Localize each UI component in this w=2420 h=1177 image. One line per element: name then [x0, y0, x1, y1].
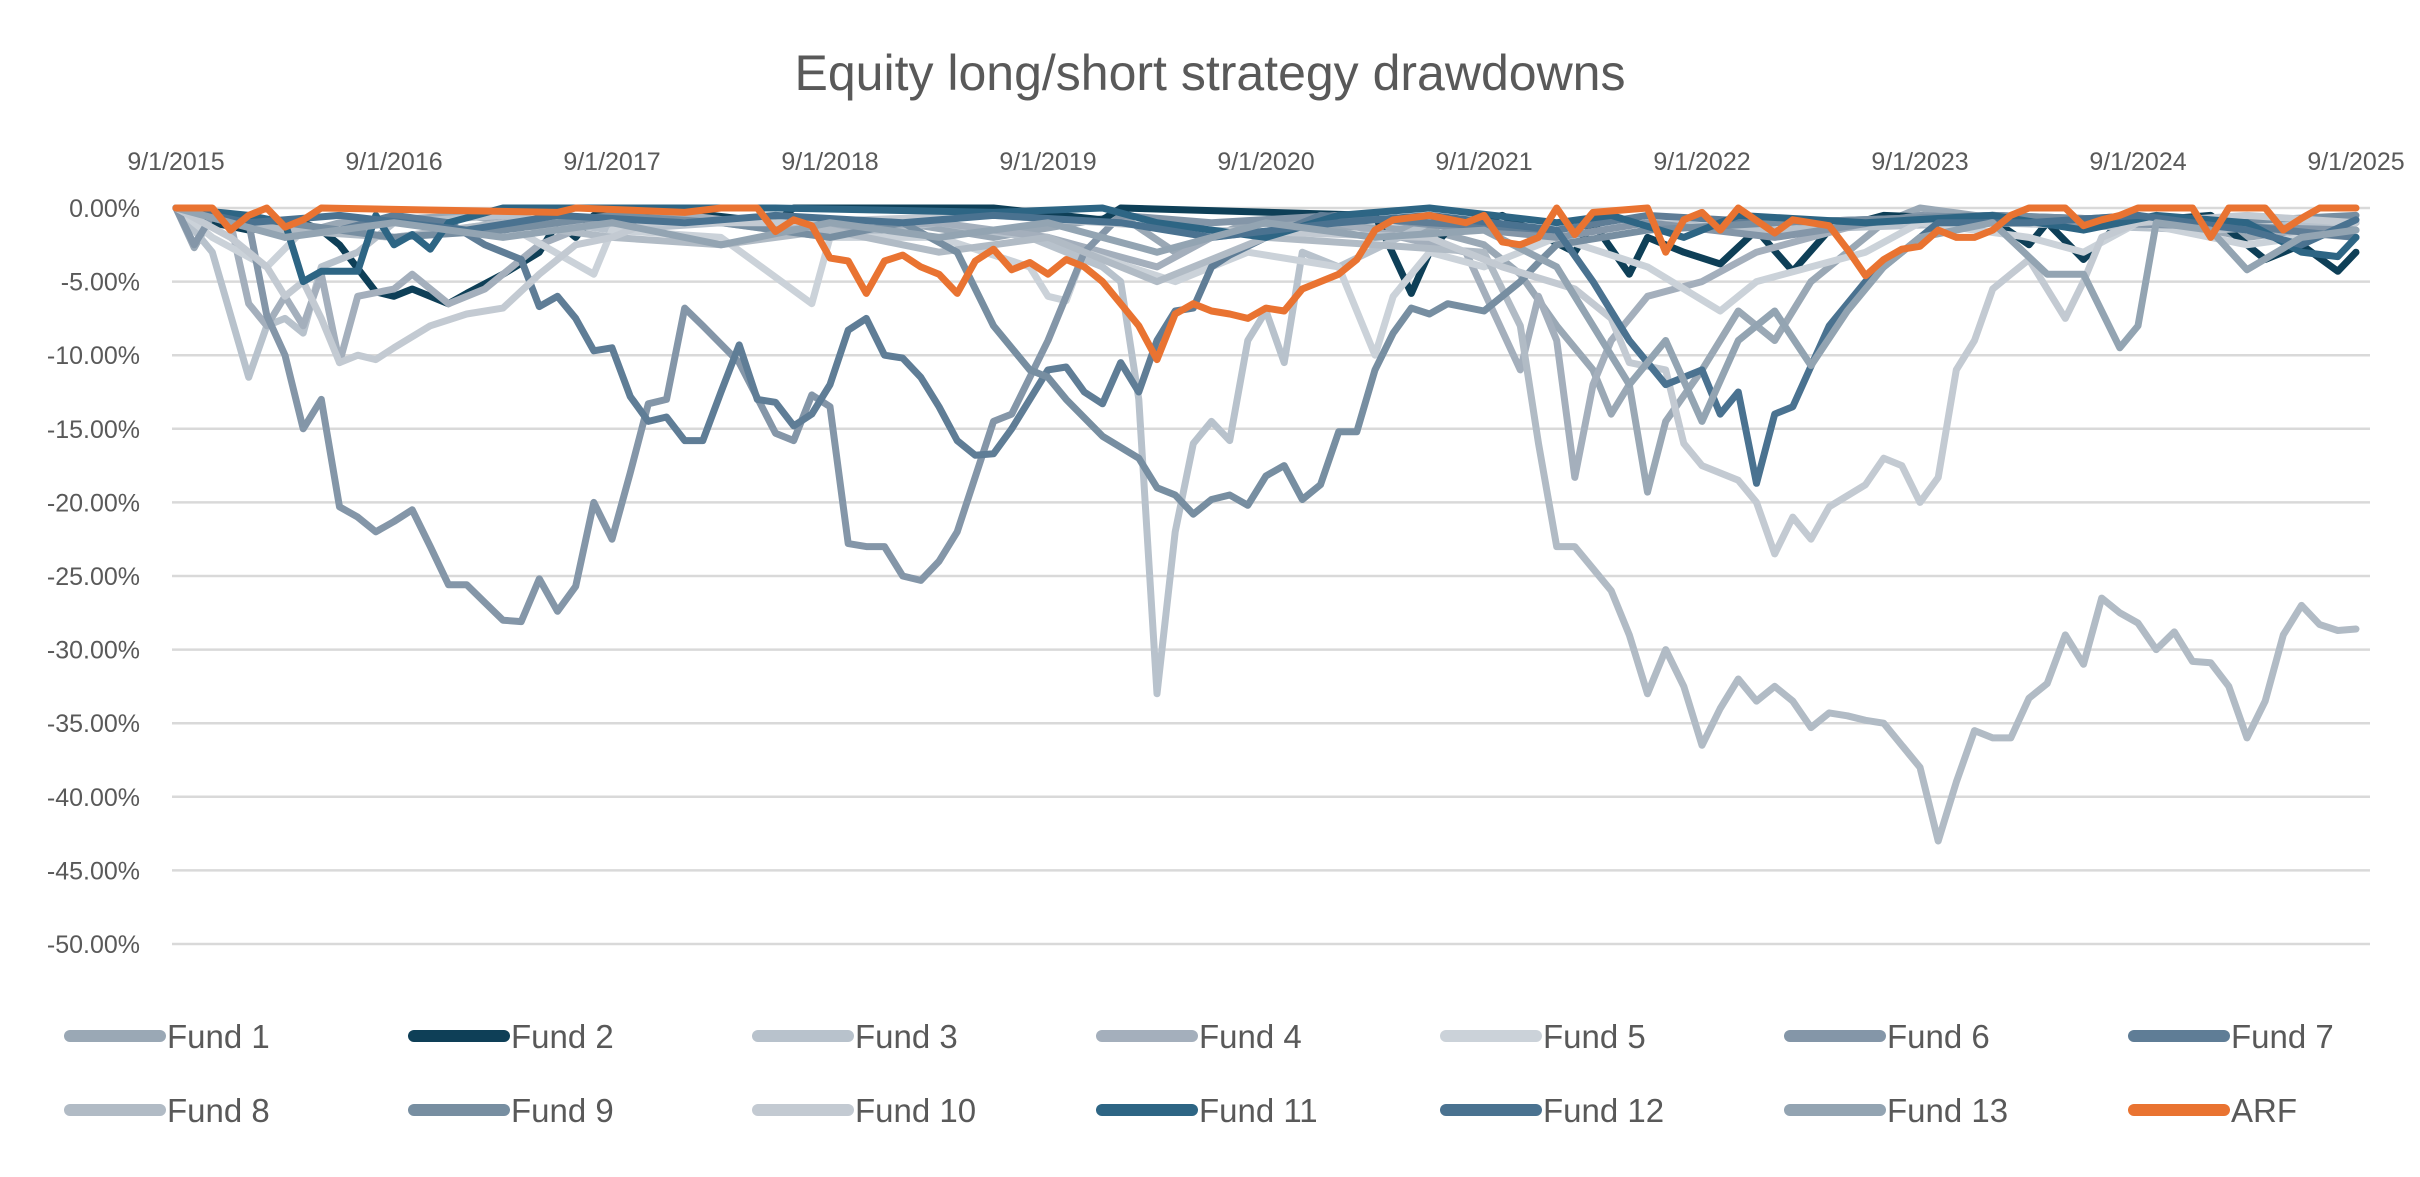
legend-label: Fund 3: [855, 1018, 958, 1055]
y-tick-label: -35.00%: [47, 710, 140, 738]
legend-label: Fund 2: [511, 1018, 614, 1055]
x-tick-label: 9/1/2024: [2089, 148, 2186, 176]
x-tick-label: 9/1/2025: [2307, 148, 2404, 176]
series-line-fund-6: [172, 204, 2360, 626]
legend-label: Fund 11: [1199, 1092, 1318, 1129]
legend-item: Fund 8: [64, 1092, 270, 1129]
x-tick-label: 9/1/2020: [1217, 148, 1314, 176]
legend-item: Fund 13: [1784, 1092, 2008, 1129]
legend-item: Fund 7: [2128, 1018, 2334, 1055]
legend-label: Fund 7: [2231, 1018, 2334, 1055]
y-axis-labels: 0.00% -5.00% -10.00% -15.00% -20.00% -25.00% -…: [47, 195, 140, 959]
series-line-fund-8: [172, 204, 2360, 845]
legend-item: Fund 4: [1096, 1018, 1302, 1055]
x-axis-labels: 9/1/2015 9/1/2016 9/1/2017 9/1/2018 9/1/2019…: [127, 148, 2404, 176]
y-tick-label: -15.00%: [47, 416, 140, 444]
x-tick-label: 9/1/2015: [127, 148, 224, 176]
x-tick-label: 9/1/2022: [1653, 148, 1750, 176]
chart-title: Equity long/short strategy drawdowns: [795, 45, 1626, 101]
legend-label: Fund 5: [1543, 1018, 1646, 1055]
x-tick-label: 9/1/2021: [1435, 148, 1532, 176]
legend-label: Fund 9: [511, 1092, 614, 1129]
y-tick-label: -10.00%: [47, 342, 140, 370]
legend-item: Fund 11: [1096, 1092, 1318, 1129]
x-tick-label: 9/1/2019: [999, 148, 1096, 176]
legend-item: ARF: [2128, 1092, 2297, 1129]
legend-item: Fund 2: [408, 1018, 614, 1055]
y-tick-label: -30.00%: [47, 637, 140, 665]
legend-item: Fund 1: [64, 1018, 270, 1055]
legend-label: Fund 8: [167, 1092, 270, 1129]
legend-item: Fund 10: [752, 1092, 976, 1129]
legend-label: Fund 13: [1887, 1092, 2008, 1129]
legend-label: Fund 1: [167, 1018, 270, 1055]
legend-item: Fund 6: [1784, 1018, 1990, 1055]
series-lines: [172, 204, 2360, 845]
y-tick-label: -45.00%: [47, 857, 140, 885]
series-line-arf: [172, 204, 2360, 364]
series-line-fund-11: [172, 204, 2360, 286]
y-tick-label: -40.00%: [47, 784, 140, 812]
y-tick-label: -25.00%: [47, 563, 140, 591]
y-tick-label: -20.00%: [47, 489, 140, 517]
legend: Fund 1 Fund 2 Fund 3 Fund 4 Fund 5 Fund 6 Fund…: [64, 1018, 2334, 1129]
legend-label: Fund 10: [855, 1092, 976, 1129]
y-tick-label: -5.00%: [61, 269, 140, 297]
legend-label: ARF: [2231, 1092, 2297, 1129]
x-tick-label: 9/1/2018: [781, 148, 878, 176]
legend-label: Fund 4: [1199, 1018, 1302, 1055]
legend-item: Fund 3: [752, 1018, 958, 1055]
legend-label: Fund 12: [1543, 1092, 1664, 1129]
legend-label: Fund 6: [1887, 1018, 1990, 1055]
y-tick-label: 0.00%: [69, 195, 140, 223]
x-tick-label: 9/1/2016: [345, 148, 442, 176]
legend-item: Fund 9: [408, 1092, 614, 1129]
legend-item: Fund 5: [1440, 1018, 1646, 1055]
x-tick-label: 9/1/2017: [563, 148, 660, 176]
legend-item: Fund 12: [1440, 1092, 1664, 1129]
y-tick-label: -50.00%: [47, 931, 140, 959]
x-tick-label: 9/1/2023: [1871, 148, 1968, 176]
